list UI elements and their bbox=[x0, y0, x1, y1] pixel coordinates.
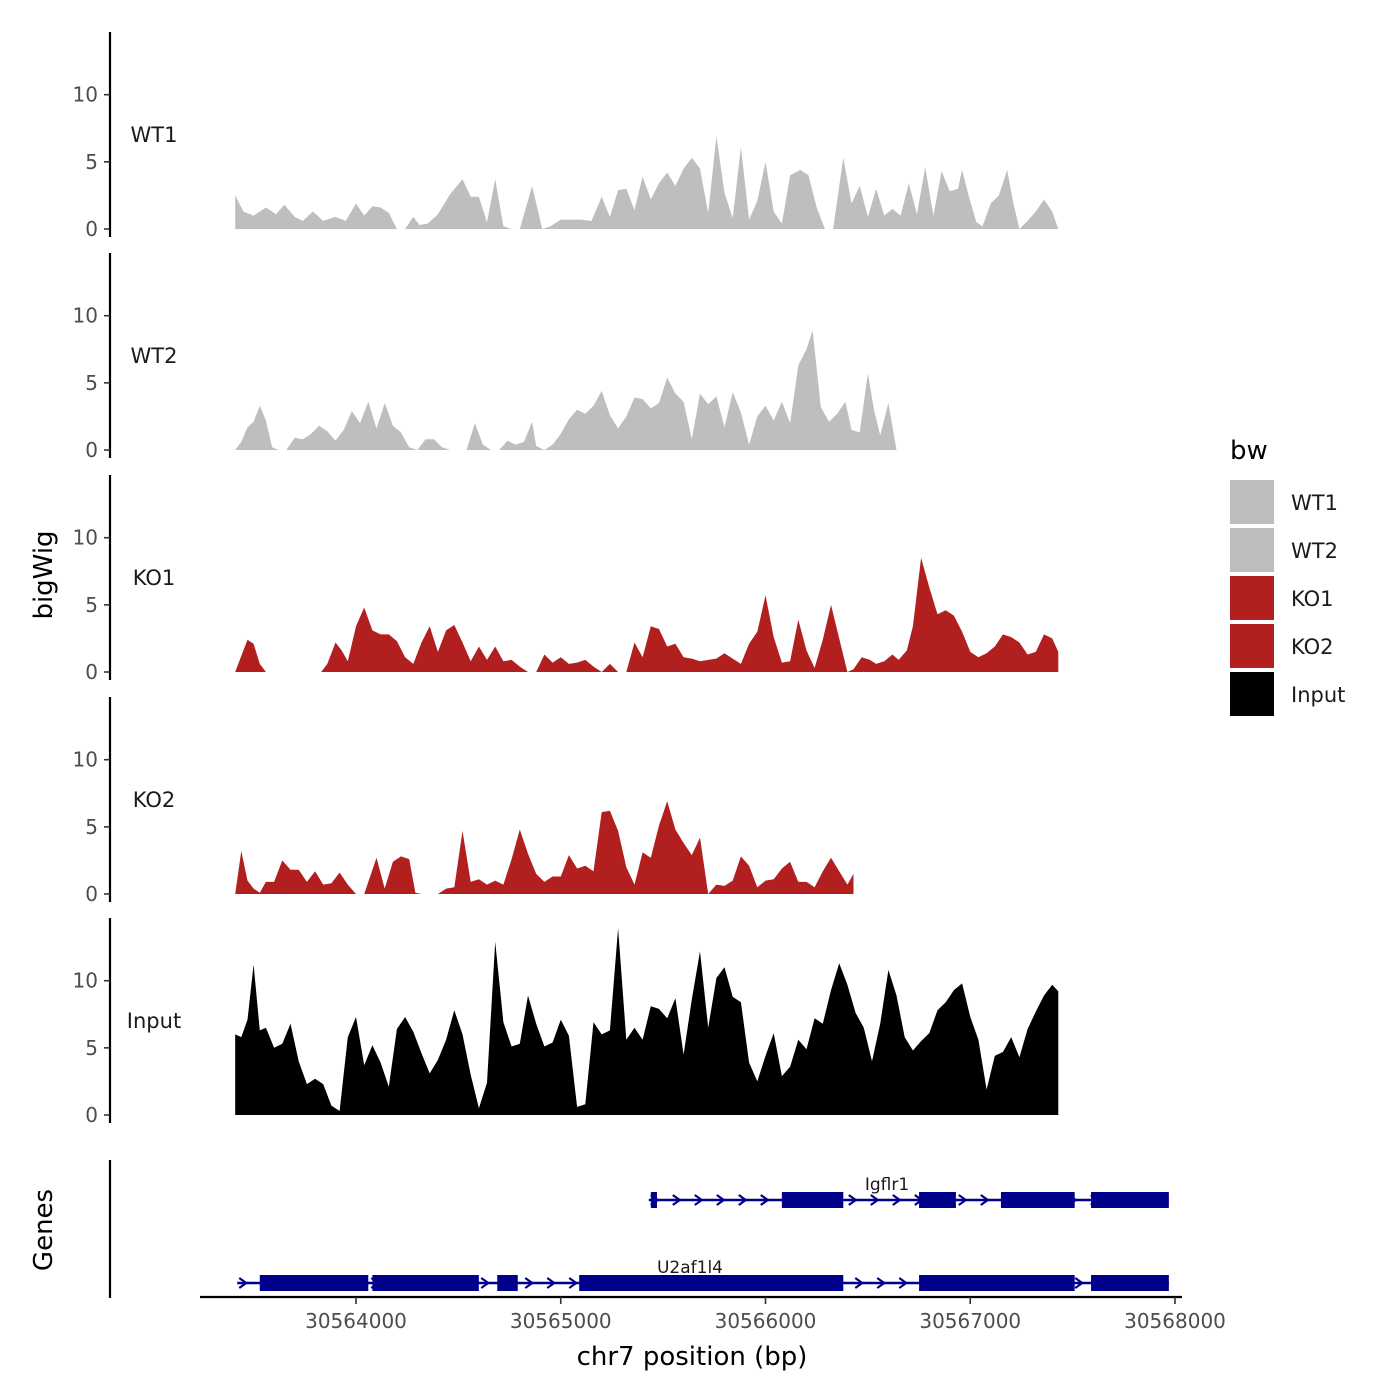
legend-label-ko1: KO1 bbox=[1291, 587, 1334, 611]
strand-arrow bbox=[1074, 1277, 1085, 1289]
exon-block bbox=[579, 1275, 844, 1291]
legend-title: bw bbox=[1230, 436, 1268, 466]
track-panel-input: 0 5 10 Input bbox=[73, 918, 1059, 1127]
strand-arrow bbox=[760, 1194, 770, 1206]
strand-arrow bbox=[876, 1277, 887, 1289]
legend-key-wt2 bbox=[1230, 528, 1274, 572]
y-tick-label: 5 bbox=[85, 1036, 98, 1060]
strand-arrow bbox=[524, 1277, 535, 1289]
y-tick-label: 0 bbox=[85, 1103, 98, 1127]
x-tick-label: 30564000 bbox=[305, 1309, 407, 1333]
x-axis-title: chr7 position (bp) bbox=[577, 1342, 808, 1372]
legend-label-ko2: KO2 bbox=[1291, 635, 1334, 659]
strand-arrow bbox=[694, 1194, 704, 1206]
y-tick-label: 0 bbox=[85, 660, 98, 684]
gene-track-panel: Igflr1 U2af1l4 bbox=[108, 1160, 1169, 1298]
y-tick-label: 5 bbox=[85, 371, 98, 395]
legend-key-ko1 bbox=[1230, 576, 1274, 620]
y-tick-label: 10 bbox=[73, 969, 98, 993]
gene-igflr1: Igflr1 bbox=[648, 1175, 1169, 1208]
legend-key-ko2 bbox=[1230, 624, 1274, 668]
x-tick-label: 30566000 bbox=[715, 1309, 817, 1333]
legend-key-input bbox=[1230, 672, 1274, 716]
track-label-ko1: KO1 bbox=[133, 566, 176, 590]
x-tick-label: 30568000 bbox=[1124, 1309, 1226, 1333]
y-tick-label: 10 bbox=[73, 83, 98, 107]
exon-block bbox=[919, 1192, 956, 1208]
exon-block bbox=[259, 1275, 369, 1291]
legend-key-wt1 bbox=[1230, 480, 1274, 524]
exon-block bbox=[1091, 1275, 1169, 1291]
strand-arrow bbox=[854, 1277, 865, 1289]
y-tick-label: 0 bbox=[85, 217, 98, 241]
strand-arrow bbox=[870, 1194, 880, 1206]
x-axis: 30564000 30565000 30566000 30567000 30568000 bbox=[200, 1295, 1226, 1333]
track-label-wt1: WT1 bbox=[131, 123, 178, 147]
signal-area-input bbox=[235, 928, 1059, 1115]
y-tick-label: 10 bbox=[73, 748, 98, 772]
gene-label: U2af1l4 bbox=[657, 1258, 723, 1278]
strand-arrow bbox=[238, 1277, 249, 1289]
x-tick-label: 30567000 bbox=[919, 1309, 1021, 1333]
exon-block bbox=[1000, 1192, 1075, 1208]
strand-arrow bbox=[716, 1194, 726, 1206]
strand-arrow bbox=[848, 1194, 858, 1206]
exon-block bbox=[497, 1275, 518, 1291]
exon-block bbox=[781, 1192, 844, 1208]
x-tick-label: 30565000 bbox=[510, 1309, 612, 1333]
y-tick-label: 10 bbox=[73, 304, 98, 328]
strand-arrow bbox=[672, 1194, 682, 1206]
signal-area-ko2 bbox=[235, 801, 854, 894]
y-tick-label: 5 bbox=[85, 815, 98, 839]
exon-block bbox=[919, 1275, 1075, 1291]
legend-label-input: Input bbox=[1291, 683, 1345, 707]
signal-area-ko1 bbox=[235, 557, 1059, 672]
track-panel-ko2: 0 5 10 KO2 bbox=[73, 697, 854, 906]
y-tick-label: 0 bbox=[85, 438, 98, 462]
genes-axis-title: Genes bbox=[29, 1189, 59, 1271]
gene-label: Igflr1 bbox=[865, 1175, 909, 1195]
track-label-ko2: KO2 bbox=[133, 788, 176, 812]
track-label-input: Input bbox=[127, 1009, 181, 1033]
legend-label-wt1: WT1 bbox=[1291, 491, 1338, 515]
legend-label-wt2: WT2 bbox=[1291, 539, 1338, 563]
exon-block bbox=[650, 1192, 657, 1208]
track-panel-wt1: 0 5 10 WT1 bbox=[73, 32, 1059, 241]
exon-block bbox=[372, 1275, 479, 1291]
strand-arrow bbox=[898, 1277, 909, 1289]
track-panel-wt2: 0 5 10 WT2 bbox=[73, 253, 897, 462]
track-panels: 0 5 10 WT1 0 5 10 WT2 0 5 10 KO1 0 5 10 KO2 0 5 10 Input bbox=[73, 32, 1059, 1127]
y-tick-label: 5 bbox=[85, 150, 98, 174]
strand-arrow bbox=[958, 1194, 968, 1206]
track-label-wt2: WT2 bbox=[131, 344, 178, 368]
signal-area-wt2 bbox=[235, 330, 897, 450]
strand-arrow bbox=[568, 1277, 579, 1289]
gene-u2af1l4: U2af1l4 bbox=[237, 1258, 1169, 1291]
y-tick-label: 5 bbox=[85, 593, 98, 617]
y-tick-label: 10 bbox=[73, 526, 98, 550]
y-tick-label: 0 bbox=[85, 882, 98, 906]
strand-arrow bbox=[980, 1194, 990, 1206]
strand-arrow bbox=[480, 1277, 491, 1289]
strand-arrow bbox=[738, 1194, 748, 1206]
exon-block bbox=[1091, 1192, 1169, 1208]
track-panel-ko1: 0 5 10 KO1 bbox=[73, 475, 1059, 684]
signal-area-wt1 bbox=[235, 136, 1059, 229]
strand-arrow bbox=[546, 1277, 557, 1289]
strand-arrow bbox=[892, 1194, 902, 1206]
legend: bw WT1 WT2 KO1 KO2 Input bbox=[1230, 436, 1345, 716]
y-axis-title: bigWig bbox=[29, 530, 59, 619]
